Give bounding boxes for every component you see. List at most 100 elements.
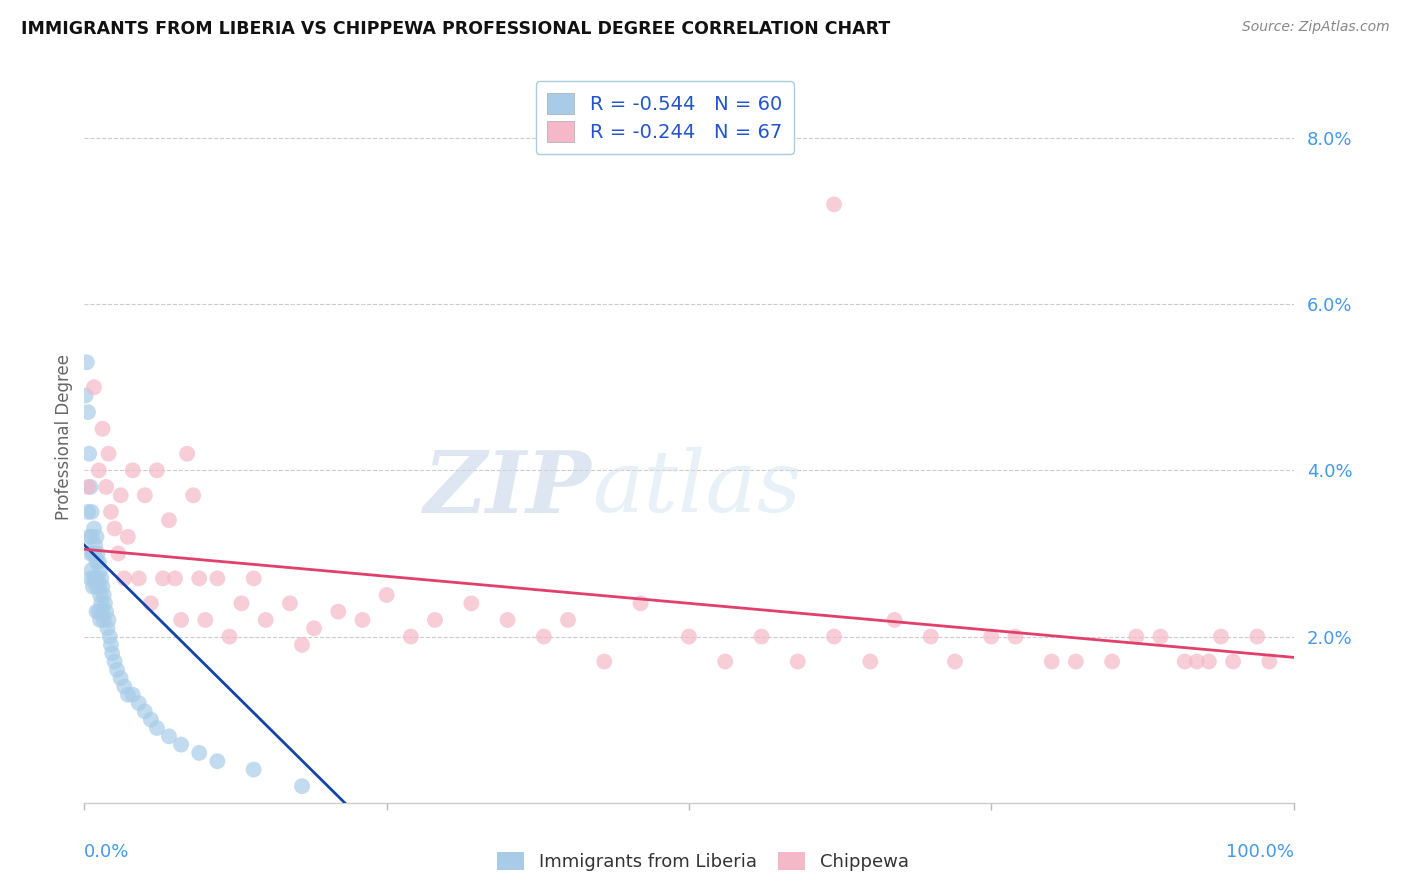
Legend: R = -0.544   N = 60, R = -0.244   N = 67: R = -0.544 N = 60, R = -0.244 N = 67 xyxy=(536,81,794,153)
Point xyxy=(859,655,882,669)
Point xyxy=(89,563,111,577)
Point xyxy=(117,530,139,544)
Point xyxy=(593,655,616,669)
Point xyxy=(77,447,100,461)
Point xyxy=(77,480,100,494)
Point xyxy=(98,630,121,644)
Point xyxy=(105,663,128,677)
Point xyxy=(110,488,132,502)
Point xyxy=(375,588,398,602)
Text: 100.0%: 100.0% xyxy=(1226,843,1294,861)
Point xyxy=(77,405,100,419)
Point xyxy=(170,613,193,627)
Point xyxy=(91,605,114,619)
Point xyxy=(1246,630,1268,644)
Point xyxy=(90,596,112,610)
Point xyxy=(87,555,110,569)
Point xyxy=(146,463,169,477)
Point xyxy=(714,655,737,669)
Point xyxy=(1198,655,1220,669)
Point xyxy=(86,580,108,594)
Point xyxy=(86,605,108,619)
Point xyxy=(170,738,193,752)
Point xyxy=(89,588,111,602)
Point xyxy=(231,596,253,610)
Point xyxy=(112,571,135,585)
Point xyxy=(823,197,845,211)
Point xyxy=(1004,630,1026,644)
Text: Source: ZipAtlas.com: Source: ZipAtlas.com xyxy=(1241,20,1389,34)
Point xyxy=(352,613,374,627)
Point xyxy=(786,655,808,669)
Point xyxy=(883,613,905,627)
Point xyxy=(207,571,229,585)
Point xyxy=(107,546,129,560)
Point xyxy=(91,580,114,594)
Point xyxy=(121,688,143,702)
Point xyxy=(194,613,217,627)
Point xyxy=(90,571,112,585)
Point xyxy=(93,613,115,627)
Point xyxy=(84,571,107,585)
Point xyxy=(254,613,277,627)
Point xyxy=(1174,655,1197,669)
Point xyxy=(77,530,100,544)
Text: ZIP: ZIP xyxy=(425,447,592,530)
Point xyxy=(87,580,110,594)
Point xyxy=(1222,655,1244,669)
Point xyxy=(980,630,1002,644)
Point xyxy=(94,605,117,619)
Point xyxy=(100,505,122,519)
Point xyxy=(496,613,519,627)
Point xyxy=(128,571,150,585)
Legend: Immigrants from Liberia, Chippewa: Immigrants from Liberia, Chippewa xyxy=(489,846,917,879)
Point xyxy=(110,671,132,685)
Point xyxy=(87,463,110,477)
Point xyxy=(84,538,107,552)
Point xyxy=(1209,630,1232,644)
Point xyxy=(157,729,180,743)
Point xyxy=(94,596,117,610)
Point xyxy=(1258,655,1281,669)
Point xyxy=(79,571,101,585)
Point xyxy=(83,546,105,560)
Point xyxy=(83,571,105,585)
Point xyxy=(82,546,104,560)
Point xyxy=(920,630,942,644)
Point xyxy=(86,530,108,544)
Point xyxy=(557,613,579,627)
Point xyxy=(1064,655,1087,669)
Point xyxy=(89,613,111,627)
Point xyxy=(104,655,127,669)
Point xyxy=(94,480,117,494)
Point xyxy=(87,605,110,619)
Point xyxy=(207,754,229,768)
Point xyxy=(75,388,97,402)
Point xyxy=(83,380,105,394)
Point xyxy=(630,596,652,610)
Point xyxy=(165,571,187,585)
Point xyxy=(93,588,115,602)
Point xyxy=(1149,630,1171,644)
Point xyxy=(121,463,143,477)
Point xyxy=(91,422,114,436)
Point xyxy=(678,630,700,644)
Point xyxy=(82,580,104,594)
Point xyxy=(157,513,180,527)
Point xyxy=(533,630,555,644)
Point xyxy=(1040,655,1063,669)
Point xyxy=(291,779,314,793)
Point xyxy=(77,505,100,519)
Point xyxy=(139,596,162,610)
Point xyxy=(181,488,204,502)
Point xyxy=(176,447,198,461)
Point xyxy=(79,480,101,494)
Y-axis label: Professional Degree: Professional Degree xyxy=(55,354,73,520)
Point xyxy=(751,630,773,644)
Point xyxy=(188,571,211,585)
Point xyxy=(128,696,150,710)
Point xyxy=(242,571,264,585)
Point xyxy=(100,638,122,652)
Point xyxy=(79,546,101,560)
Point xyxy=(139,713,162,727)
